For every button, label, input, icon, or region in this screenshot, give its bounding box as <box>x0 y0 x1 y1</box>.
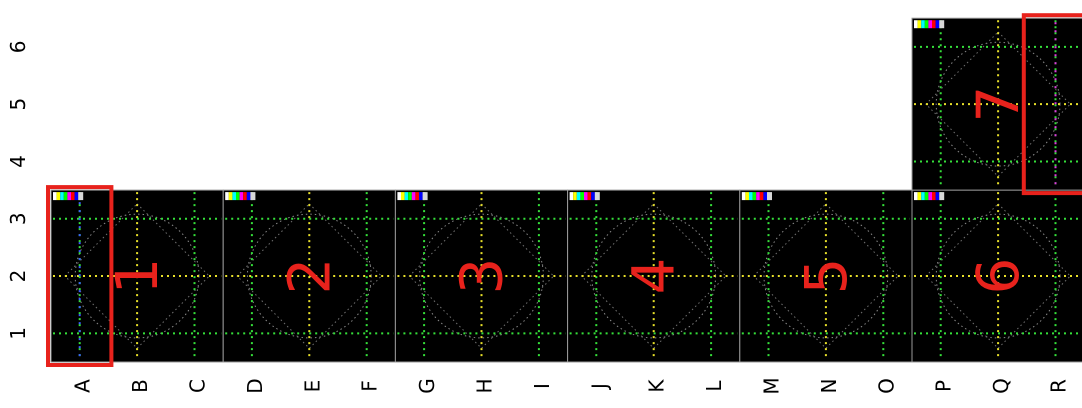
color-bar-swatch <box>397 192 428 201</box>
color-bar-swatch <box>225 192 256 201</box>
highlight-box-column-R-rows-4-6 <box>1021 13 1082 196</box>
column-label: G <box>415 378 439 394</box>
panel-number: 4 <box>620 258 688 295</box>
test-diamond <box>580 203 727 349</box>
column-label: D <box>243 378 267 393</box>
test-diamond <box>408 203 555 349</box>
column-label: A <box>71 379 95 393</box>
panel-number: 7 <box>964 86 1032 123</box>
test-diamond <box>925 203 1072 349</box>
column-label: O <box>874 378 898 394</box>
row-label: 1 <box>6 327 30 340</box>
column-label: K <box>645 379 669 393</box>
color-bar-swatch <box>569 192 600 201</box>
column-label: H <box>473 378 497 393</box>
panel-number: 6 <box>964 258 1032 295</box>
test-diamond <box>64 203 211 349</box>
panel-4: 4 <box>567 189 741 363</box>
column-labels: A B C D E F G H I J K L M N O P Q R <box>71 377 1071 394</box>
color-bar-swatch <box>53 192 84 201</box>
panel-5: 5 <box>739 189 913 363</box>
color-bar-swatch <box>741 192 772 201</box>
column-label: E <box>300 380 324 393</box>
panel-number: 5 <box>792 258 860 295</box>
panel-number: 2 <box>275 258 343 295</box>
row-labels: 1 2 3 4 5 6 <box>6 40 30 339</box>
color-bar-swatch <box>914 20 945 29</box>
test-diamond <box>925 31 1072 178</box>
panel-3: 3 <box>394 189 569 363</box>
highlights-layer <box>46 13 1082 367</box>
column-label: C <box>186 379 210 393</box>
column-label: P <box>932 380 956 392</box>
column-label: J <box>587 383 611 391</box>
row-label: 5 <box>6 98 30 111</box>
test-diamond <box>752 203 899 349</box>
column-label: M <box>760 377 784 394</box>
panel-7: 7 <box>911 17 1082 191</box>
panel-number: 3 <box>448 258 516 295</box>
panel-number: 1 <box>103 258 171 295</box>
test-diamond <box>236 203 383 349</box>
panel-2: 2 <box>222 189 396 363</box>
panels-layer: 1 2 3 4 5 6 7 <box>50 17 1082 363</box>
highlight-box-column-A-rows-1-3 <box>46 185 114 367</box>
color-bar-swatch <box>914 192 945 201</box>
column-label: N <box>817 379 841 394</box>
column-label: L <box>702 380 726 392</box>
column-label: I <box>530 383 554 389</box>
column-label: Q <box>989 378 1013 394</box>
row-label: 2 <box>6 270 30 283</box>
row-label: 3 <box>6 212 30 225</box>
column-label: F <box>358 380 382 392</box>
column-label: B <box>128 379 152 393</box>
row-label: 4 <box>6 155 30 168</box>
row-label: 6 <box>6 40 30 53</box>
panel-1: 1 <box>50 189 224 363</box>
panel-6: 6 <box>911 189 1082 363</box>
column-label: R <box>1047 379 1071 393</box>
